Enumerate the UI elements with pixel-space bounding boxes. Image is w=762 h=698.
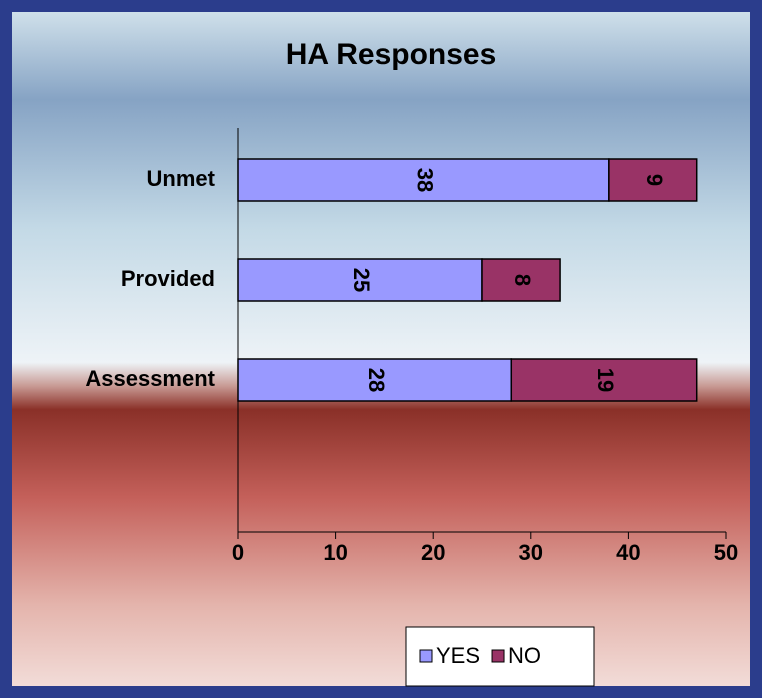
data-label: 38: [413, 168, 438, 192]
bar-segment: [237, 158, 610, 202]
legend-swatch: [491, 649, 505, 663]
data-label: 28: [364, 368, 389, 392]
bar-segment: [237, 358, 513, 402]
bar-segment: [510, 358, 698, 402]
y-tick-label: Unmet: [147, 166, 216, 191]
x-tick-label: 50: [714, 540, 738, 565]
chart-title: HA Responses: [286, 38, 497, 71]
x-tick-label: 20: [421, 540, 445, 565]
data-label: 25: [349, 268, 374, 292]
data-label: 9: [642, 174, 667, 186]
x-tick-label: 30: [519, 540, 543, 565]
bar-segment: [481, 258, 561, 302]
legend-label: YES: [436, 643, 480, 668]
x-tick-label: 0: [232, 540, 244, 565]
x-tick-label: 10: [323, 540, 347, 565]
legend-swatch: [419, 649, 433, 663]
y-tick-label: Assessment: [85, 366, 215, 391]
data-label: 8: [510, 274, 535, 286]
x-tick-label: 40: [616, 540, 640, 565]
plot-panel: [12, 12, 750, 686]
y-tick-label: Provided: [121, 266, 215, 291]
legend-label: NO: [508, 643, 541, 668]
data-label: 19: [593, 368, 618, 392]
bar-segment: [237, 258, 483, 302]
bar-segment: [608, 158, 698, 202]
